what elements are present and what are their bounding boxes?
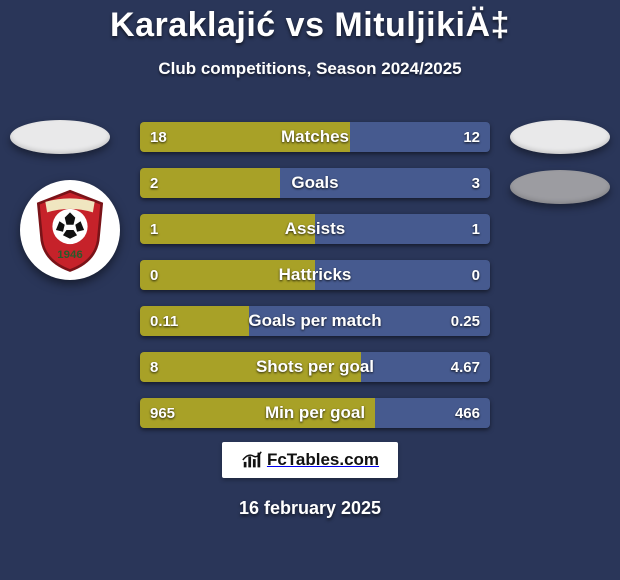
avatar-right-2	[510, 170, 610, 204]
brand-link[interactable]: FcTables.com	[222, 442, 398, 478]
bar-label: Assists	[140, 214, 490, 244]
bar-label: Hattricks	[140, 260, 490, 290]
stat-bars: Matches18 12 Goals2 3 Assists1 1 Hattricks0 0 Go…	[140, 122, 490, 444]
brand-chart-icon	[241, 449, 263, 471]
bar-value-left: 1	[140, 214, 168, 244]
bar-value-right: 3	[462, 168, 490, 198]
bar-value-left: 18	[140, 122, 177, 152]
bar-value-left: 0	[140, 260, 168, 290]
bar-value-left: 0.11	[140, 306, 188, 336]
bar-label: Goals	[140, 168, 490, 198]
club-badge-icon: 1946	[26, 186, 114, 274]
avatar-left	[10, 120, 110, 154]
stat-row: Matches18 12	[140, 122, 490, 152]
bar-value-right: 466	[445, 398, 490, 428]
stat-row: Goals2 3	[140, 168, 490, 198]
bar-value-right: 0.25	[441, 306, 490, 336]
stat-row: Min per goal965 466	[140, 398, 490, 428]
bar-value-right: 1	[462, 214, 490, 244]
bar-value-right: 4.67	[441, 352, 490, 382]
bar-label: Goals per match	[140, 306, 490, 336]
stat-row: Assists1 1	[140, 214, 490, 244]
bar-label: Min per goal	[140, 398, 490, 428]
bar-label: Shots per goal	[140, 352, 490, 382]
bar-value-right: 12	[453, 122, 490, 152]
club-badge: 1946	[20, 180, 120, 280]
bar-value-left: 965	[140, 398, 185, 428]
bar-value-left: 2	[140, 168, 168, 198]
badge-year: 1946	[57, 249, 82, 261]
bar-label: Matches	[140, 122, 490, 152]
page-title: Karaklajić vs MituljikiÄ‡	[0, 0, 620, 45]
stat-row: Hattricks0 0	[140, 260, 490, 290]
date: 16 february 2025	[0, 498, 620, 519]
bar-value-left: 8	[140, 352, 168, 382]
stat-row: Shots per goal8 4.67	[140, 352, 490, 382]
infographic: Karaklajić vs MituljikiÄ‡ Club competiti…	[0, 0, 620, 580]
brand-text: FcTables.com	[267, 450, 379, 470]
bar-value-right: 0	[462, 260, 490, 290]
stat-row: Goals per match0.11 0.25	[140, 306, 490, 336]
subtitle: Club competitions, Season 2024/2025	[0, 59, 620, 79]
avatar-right-1	[510, 120, 610, 154]
